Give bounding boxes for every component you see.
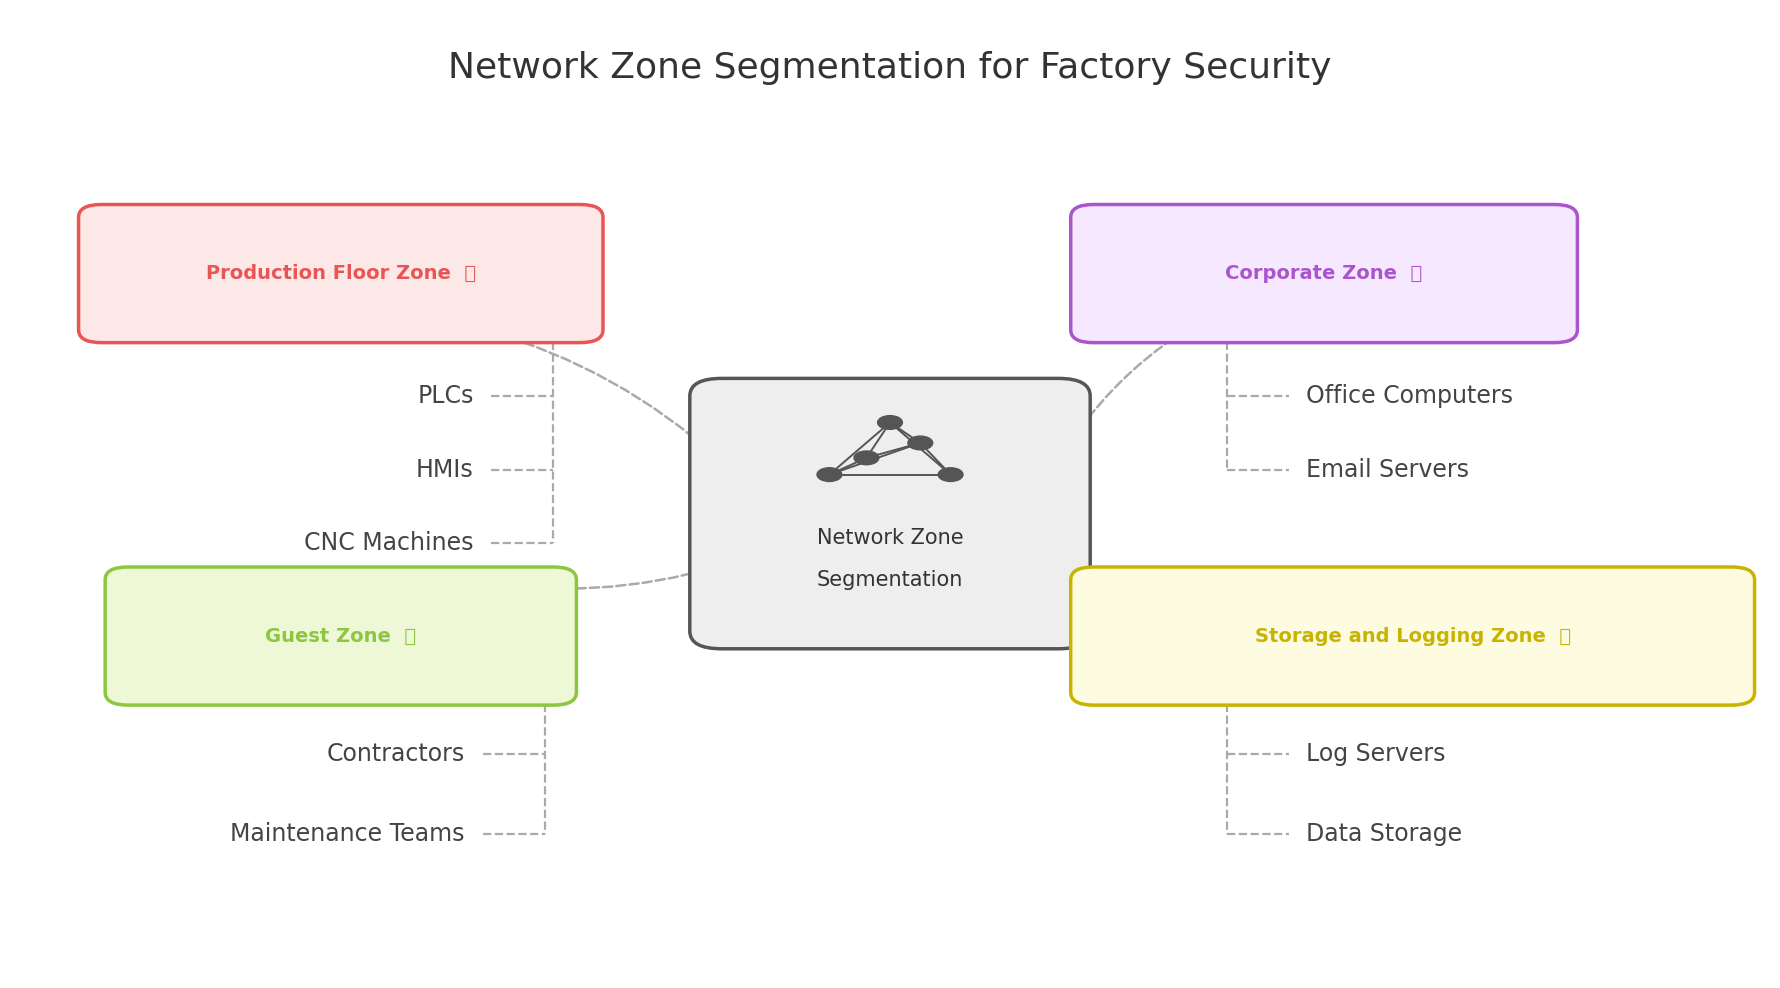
Text: Guest Zone  🛹: Guest Zone 🛹: [265, 626, 417, 645]
FancyBboxPatch shape: [1072, 205, 1577, 343]
Text: Log Servers: Log Servers: [1307, 742, 1445, 766]
Circle shape: [938, 467, 963, 481]
Text: Segmentation: Segmentation: [817, 570, 963, 590]
Text: Network Zone Segmentation for Factory Security: Network Zone Segmentation for Factory Se…: [449, 50, 1331, 85]
Circle shape: [878, 416, 902, 430]
Text: PLCs: PLCs: [417, 384, 473, 408]
Circle shape: [817, 467, 842, 481]
FancyBboxPatch shape: [78, 205, 603, 343]
Text: HMIs: HMIs: [417, 457, 473, 481]
Text: Storage and Logging Zone  💾: Storage and Logging Zone 💾: [1255, 626, 1570, 645]
Circle shape: [854, 451, 879, 464]
Circle shape: [908, 436, 933, 450]
FancyBboxPatch shape: [105, 567, 577, 705]
Text: Maintenance Teams: Maintenance Teams: [230, 822, 465, 846]
Text: Email Servers: Email Servers: [1307, 457, 1468, 481]
Text: Office Computers: Office Computers: [1307, 384, 1513, 408]
FancyBboxPatch shape: [691, 378, 1089, 649]
Text: Data Storage: Data Storage: [1307, 822, 1463, 846]
Text: Contractors: Contractors: [326, 742, 465, 766]
Text: Network Zone: Network Zone: [817, 528, 963, 548]
Text: CNC Machines: CNC Machines: [304, 531, 473, 555]
Text: Production Floor Zone  🏭: Production Floor Zone 🏭: [206, 264, 475, 284]
Text: Corporate Zone  📍: Corporate Zone 📍: [1225, 264, 1422, 284]
FancyBboxPatch shape: [1072, 567, 1755, 705]
